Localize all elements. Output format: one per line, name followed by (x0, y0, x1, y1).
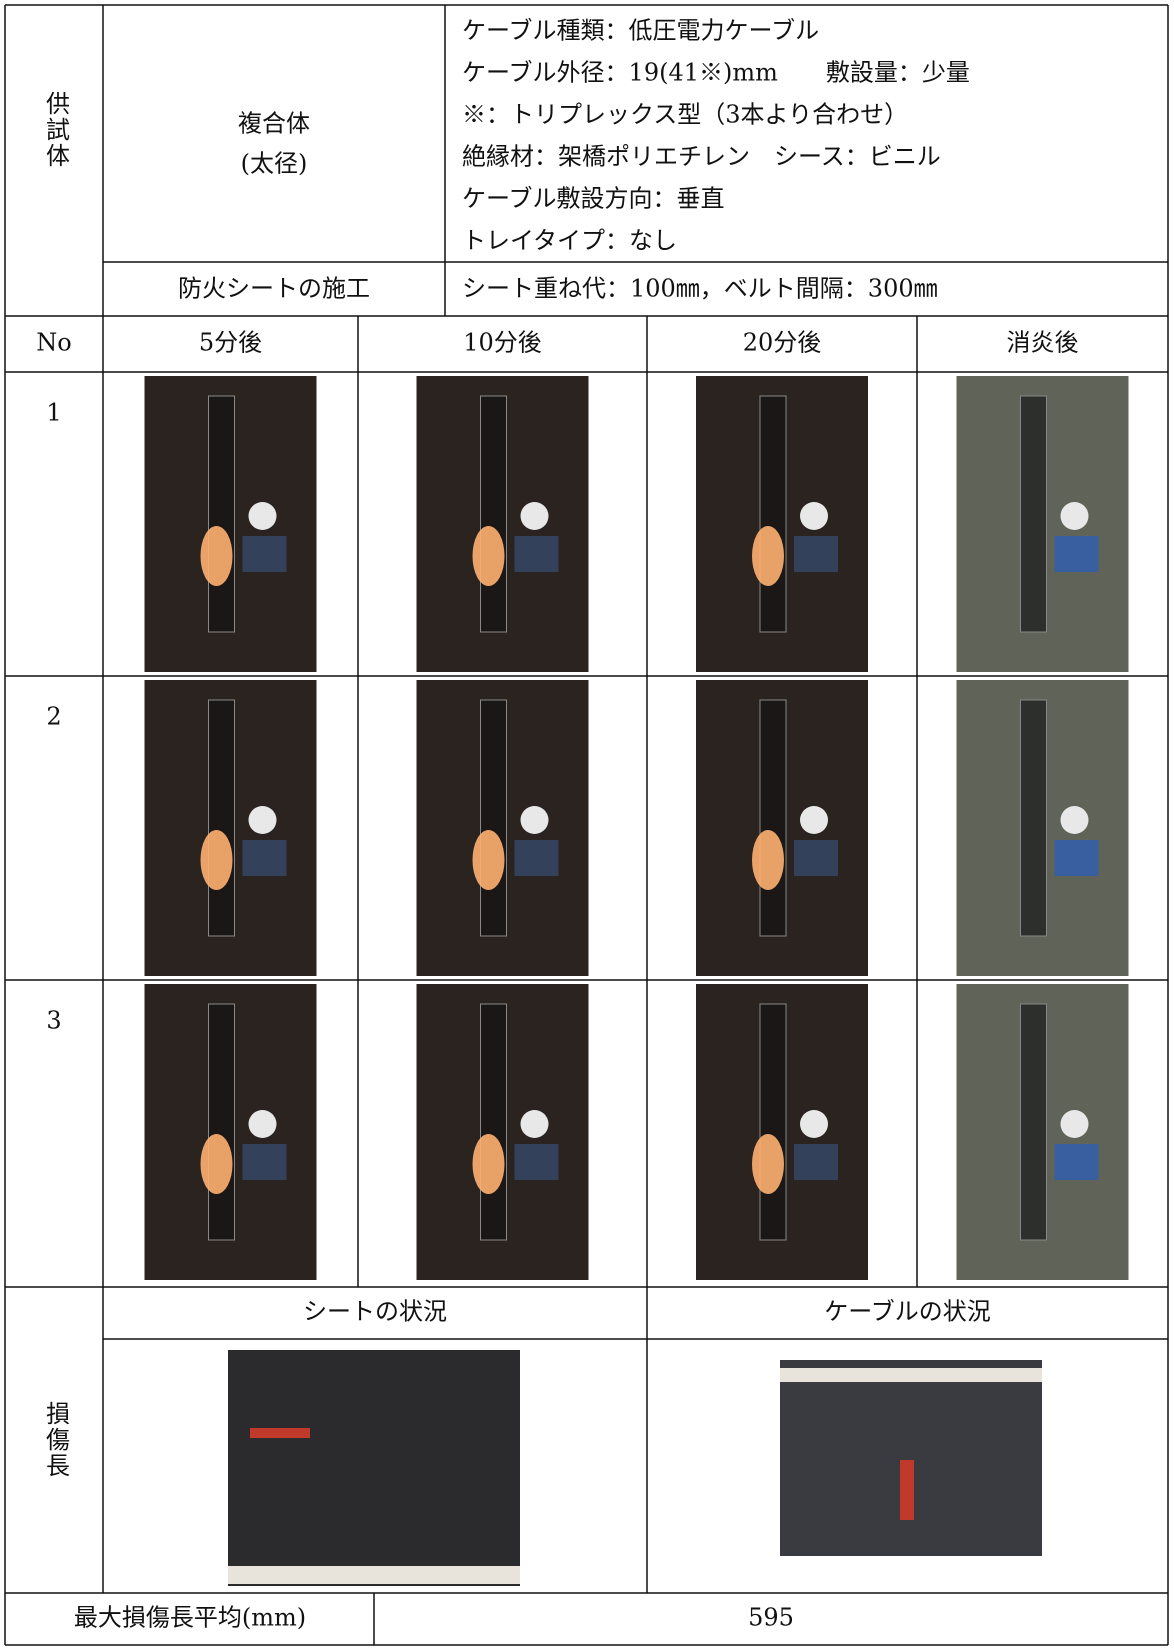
cell-text: (太径) (241, 150, 308, 178)
cell-text: シートの状況 (303, 1298, 447, 1326)
photo-panel (1054, 840, 1099, 876)
cell-text: 5分後 (199, 329, 262, 357)
photo-clock (520, 502, 549, 530)
photo (780, 1360, 1042, 1556)
cell-text: 複合体 (238, 110, 310, 138)
photo-panel (794, 536, 838, 572)
photo-ladder (1020, 395, 1047, 633)
cell-text: トレイタイプ：なし (462, 227, 677, 255)
photo-ladder (1020, 699, 1047, 937)
photo-ladder (480, 395, 507, 633)
cell-text: 最大損傷長平均(mm) (74, 1604, 306, 1632)
cell-text: 絶縁材：架橋ポリエチレン シース：ビニル (462, 143, 941, 171)
cell-text: 損傷長 (42, 1401, 70, 1479)
photo-clock (1060, 1110, 1089, 1138)
photo-handle (250, 1428, 310, 1438)
photo-handle (900, 1460, 914, 1520)
photo-clock (248, 1110, 277, 1138)
cell-text: ケーブル敷設方向：垂直 (462, 185, 725, 213)
photo-panel (514, 840, 559, 876)
photo-panel (242, 1144, 287, 1180)
cell-text: 3 (46, 1007, 61, 1035)
cell-text: No (36, 329, 71, 357)
photo-ladder (480, 1003, 507, 1241)
photo-clock (520, 806, 549, 834)
photo-clock (1060, 806, 1089, 834)
photo-ladder (759, 395, 787, 633)
photo-ladder (759, 1003, 787, 1241)
cell-text: 595 (748, 1604, 794, 1632)
photo-flame (472, 830, 505, 890)
photo-flame (752, 830, 784, 890)
photo-panel (514, 1144, 559, 1180)
photo-clock (248, 502, 277, 530)
photo (228, 1350, 520, 1586)
photo-ladder (208, 1003, 235, 1241)
cell-text: 10分後 (463, 329, 542, 357)
photo-panel (242, 536, 287, 572)
photo-flame (472, 526, 505, 586)
photo-flame (752, 1134, 784, 1194)
cell-text: シート重ね代：100㎜，ベルト間隔：300㎜ (462, 275, 938, 303)
photo-flame (472, 1134, 505, 1194)
photo-ladder (208, 699, 235, 937)
cell-text: 2 (46, 703, 61, 731)
photo-flame (752, 526, 784, 586)
photo-panel (514, 536, 559, 572)
photo-clock (1060, 502, 1089, 530)
cell-text: 防火シートの施工 (178, 275, 370, 303)
cell-text: 1 (46, 399, 61, 427)
photo-ladder (1020, 1003, 1047, 1241)
photo-clock (800, 806, 828, 834)
photo-clock (520, 1110, 549, 1138)
photo-panel (1054, 1144, 1099, 1180)
photo-ruler (228, 1566, 520, 1584)
photo-flame (200, 830, 233, 890)
photo-panel (1054, 536, 1099, 572)
cell-text: ケーブル外径：19(41※)mm 敷設量：少量 (462, 59, 970, 87)
photo-ladder (208, 395, 235, 633)
photo-flame (200, 526, 233, 586)
photo-panel (794, 1144, 838, 1180)
cell-text: 消炎後 (1007, 329, 1079, 357)
cell-text: ケーブル種類：低圧電力ケーブル (462, 17, 819, 45)
photo-panel (242, 840, 287, 876)
photo-flame (200, 1134, 233, 1194)
photo-ladder (480, 699, 507, 937)
photo-clock (248, 806, 277, 834)
photo-panel (794, 840, 838, 876)
cell-text: ケーブルの状況 (824, 1298, 991, 1326)
cell-text: ※：トリプレックス型（3本より合わせ） (462, 101, 908, 129)
cell-text: 20分後 (743, 329, 822, 357)
photo-clock (800, 1110, 828, 1138)
photo-ladder (759, 699, 787, 937)
photo-clock (800, 502, 828, 530)
photo-ruler (780, 1368, 1042, 1382)
cell-text: 供試体 (42, 91, 70, 169)
